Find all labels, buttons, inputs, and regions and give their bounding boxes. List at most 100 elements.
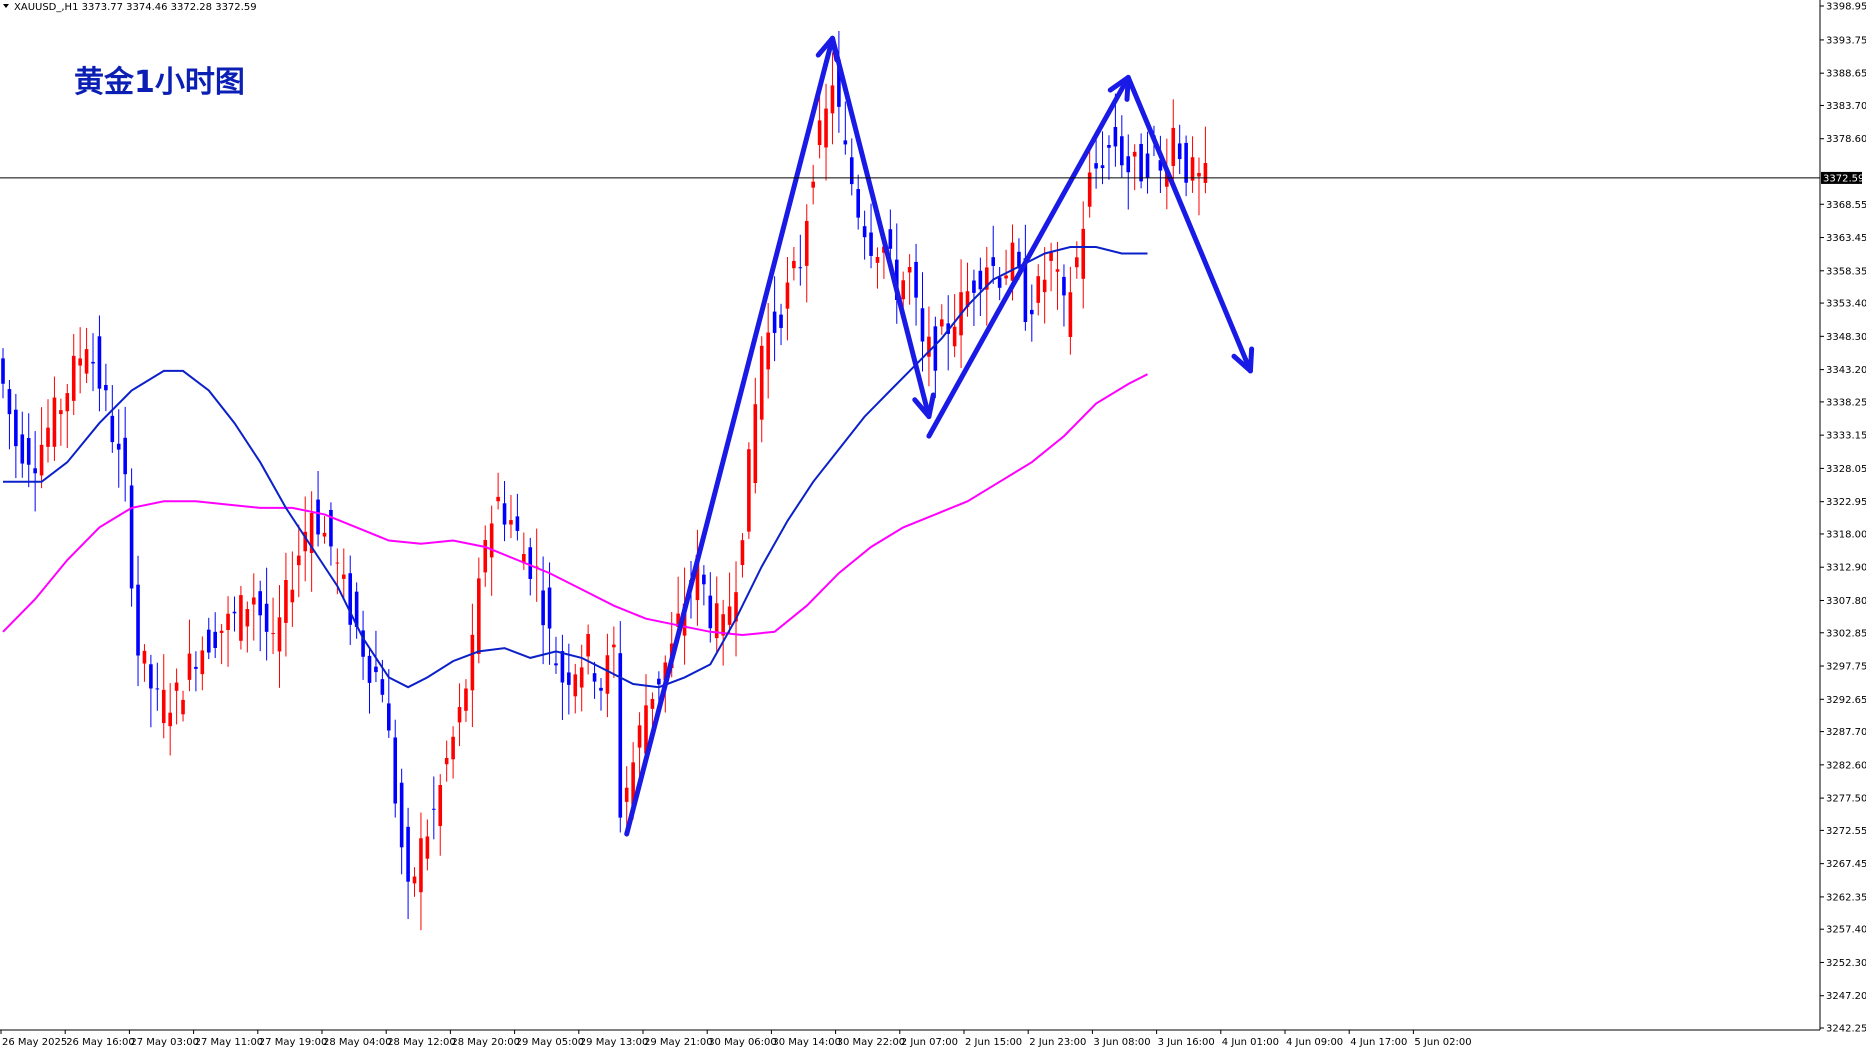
x-tick-label: 26 May 2025 (2, 1037, 67, 1048)
candle (714, 576, 719, 653)
x-tick-label: 4 Jun 17:00 (1350, 1037, 1407, 1048)
candle (849, 138, 854, 196)
candle (1190, 136, 1195, 193)
candle (161, 654, 166, 739)
candle (483, 525, 488, 587)
y-tick-label: 3378.60 (1826, 134, 1866, 145)
candle (149, 654, 153, 728)
x-tick-label: 27 May 03:00 (130, 1037, 199, 1048)
candle (361, 610, 365, 680)
candle (695, 529, 700, 626)
candle (830, 52, 835, 145)
y-tick-label: 3307.80 (1826, 596, 1866, 607)
x-tick-label: 30 May 06:00 (708, 1037, 777, 1048)
x-tick-label: 3 Jun 16:00 (1158, 1037, 1215, 1048)
candle (1158, 135, 1163, 194)
x-tick-label: 30 May 22:00 (837, 1037, 906, 1048)
ma-fast-line (3, 246, 1148, 689)
ma-slow-line (2, 373, 1148, 637)
x-tick-label: 5 Jun 02:00 (1414, 1037, 1471, 1048)
candle (804, 204, 809, 303)
candle (110, 385, 115, 453)
y-tick-label: 3282.60 (1826, 760, 1866, 771)
candle (245, 601, 250, 653)
y-tick-label: 3247.20 (1826, 991, 1866, 1002)
candle (425, 819, 430, 871)
x-tick-label: 28 May 04:00 (323, 1037, 392, 1048)
x-tick-label: 2 Jun 15:00 (965, 1037, 1022, 1048)
candle (309, 491, 314, 592)
candle (20, 411, 25, 478)
candle (1042, 247, 1047, 324)
y-tick-label: 3287.70 (1826, 727, 1866, 738)
moving-averages (2, 246, 1148, 689)
candle (560, 634, 565, 720)
candle (907, 254, 912, 305)
candle (599, 678, 603, 711)
candle (129, 468, 134, 607)
y-tick-label: 3333.15 (1826, 431, 1866, 442)
candle (869, 203, 873, 269)
candle (322, 516, 327, 544)
candle (798, 234, 803, 286)
trend-arrows (624, 35, 1255, 837)
candle (927, 306, 931, 387)
candle (136, 555, 140, 687)
candle (1004, 249, 1008, 286)
candle (541, 556, 545, 665)
candle (875, 247, 880, 289)
candle (46, 399, 50, 463)
candle (522, 532, 526, 570)
candle (258, 580, 262, 652)
x-tick-label: 29 May 13:00 (580, 1037, 649, 1048)
candle (727, 572, 732, 635)
candle (573, 663, 578, 714)
candle (991, 225, 996, 284)
candle (226, 596, 230, 667)
candle (33, 431, 37, 512)
candle (496, 472, 500, 510)
candle (406, 807, 410, 920)
candle (78, 327, 82, 394)
y-tick-label: 3312.90 (1826, 563, 1866, 574)
y-tick-label: 3383.70 (1826, 101, 1866, 112)
y-tick-label: 3267.45 (1826, 859, 1866, 870)
x-tick-label: 30 May 14:00 (772, 1037, 841, 1048)
candle (1145, 131, 1150, 194)
candle (939, 304, 944, 335)
trend-arrow (829, 35, 936, 420)
candle (393, 719, 398, 818)
candle (432, 776, 436, 840)
y-tick-label: 3242.25 (1826, 1024, 1866, 1035)
candle (200, 636, 205, 691)
dropdown-triangle-icon[interactable] (3, 4, 9, 8)
candle (155, 662, 160, 711)
candle (862, 210, 867, 260)
candle (509, 494, 513, 539)
candle (740, 533, 745, 578)
candle (277, 585, 282, 688)
x-tick-label: 2 Jun 23:00 (1029, 1037, 1086, 1048)
candle (187, 619, 192, 692)
candle (747, 442, 751, 539)
candle (284, 552, 288, 657)
y-tick-label: 3348.30 (1826, 332, 1866, 343)
candle (779, 303, 783, 346)
price-axis: 3398.95 3393.75 3388.65 3383.70 3378.60 3368.… (1820, 2, 1866, 1035)
y-tick-label: 3322.95 (1826, 497, 1866, 508)
candle (785, 256, 790, 341)
candle (933, 316, 938, 398)
candle (206, 617, 211, 660)
candle (1023, 224, 1028, 331)
candle (239, 585, 243, 650)
candle (181, 690, 185, 722)
candle (547, 562, 552, 665)
candle (354, 582, 359, 639)
candle (26, 413, 31, 488)
candle (438, 774, 443, 856)
x-tick-label: 4 Jun 01:00 (1222, 1037, 1279, 1048)
candle (920, 272, 925, 372)
candle (766, 302, 770, 399)
x-tick-label: 27 May 19:00 (259, 1037, 328, 1048)
